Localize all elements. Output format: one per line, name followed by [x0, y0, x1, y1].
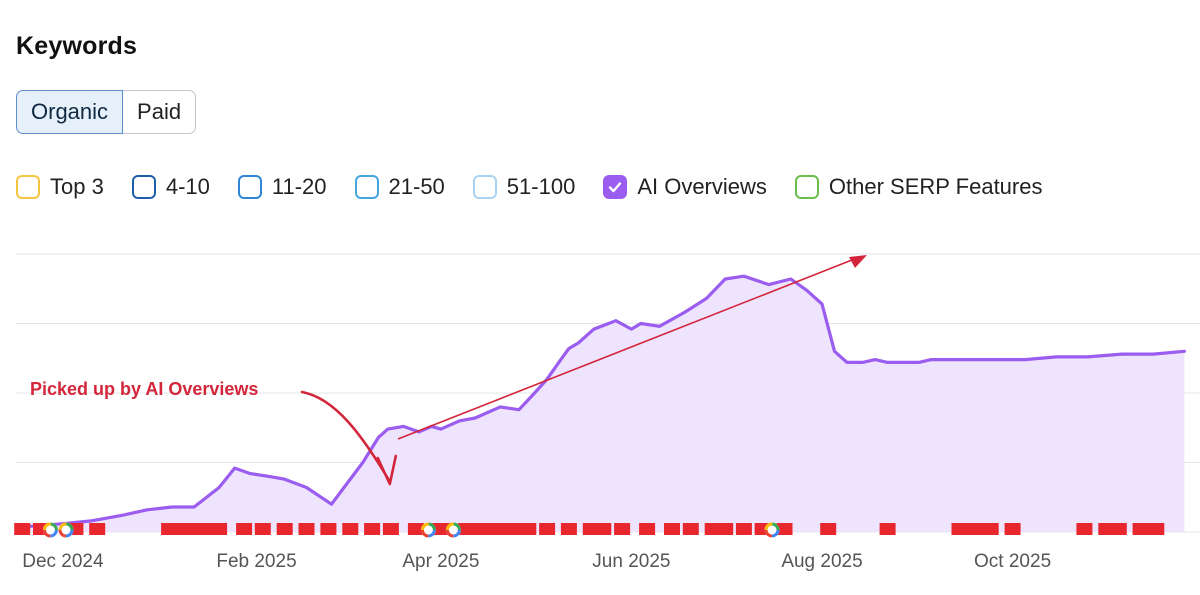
legend-label: Other SERP Features	[828, 174, 1043, 199]
organic-tab[interactable]: Organic	[16, 90, 124, 134]
checkbox-icon	[354, 175, 379, 199]
checkbox-icon	[472, 175, 497, 199]
legend-11-20[interactable]: 11-20	[237, 174, 327, 200]
flag-icon	[382, 523, 399, 535]
organic-paid-toggle: Organic Paid	[16, 90, 197, 134]
annotation-label: Picked up by AI Overviews	[30, 379, 258, 399]
x-tick-label: Jun 2025	[592, 551, 670, 572]
flag-icon	[539, 523, 556, 535]
flag-icon	[173, 523, 190, 535]
flag-icon	[776, 523, 793, 535]
legend-label: 4-10	[165, 174, 210, 199]
flag-icon	[320, 523, 337, 535]
flag-icon	[342, 523, 359, 535]
series-line	[26, 274, 1186, 528]
flag-icon	[1076, 523, 1093, 535]
flag-icon	[186, 523, 203, 535]
checkbox-checked-icon	[603, 175, 628, 199]
flag-icon	[211, 523, 228, 535]
flag-icon	[967, 523, 984, 535]
google-icon	[58, 522, 74, 538]
checkbox-icon	[16, 175, 40, 199]
flag-icon	[364, 523, 381, 535]
series-area	[28, 276, 1185, 532]
legend-top3[interactable]: Top 3	[16, 174, 104, 200]
chart-legend: Top 3 4-10 11-20 21-50 51-100 AI Overvie…	[16, 172, 1070, 202]
flag-icon	[582, 523, 599, 535]
flag-icon	[682, 523, 699, 535]
checkbox-icon	[237, 175, 262, 199]
flag-icon	[639, 523, 656, 535]
x-tick-label: Oct 2025	[974, 551, 1051, 572]
flag-icon	[236, 523, 253, 535]
x-tick-label: Feb 2025	[216, 551, 296, 572]
flag-icon	[664, 523, 680, 535]
flag-icon	[1098, 523, 1115, 535]
legend-other-serp-features[interactable]: Other SERP Features	[794, 174, 1043, 200]
legend-label: Top 3	[50, 174, 104, 199]
legend-label: 21-50	[388, 174, 445, 199]
flag-icon	[492, 523, 509, 535]
flag-icon	[470, 523, 487, 535]
google-icon	[42, 522, 58, 538]
flag-icon	[1110, 523, 1127, 535]
flag-icon	[1132, 523, 1149, 535]
flag-icon	[457, 523, 474, 535]
flag-icon	[560, 523, 577, 535]
x-tick-label: Aug 2025	[781, 551, 862, 572]
flag-icon	[520, 523, 537, 535]
flag-icon	[161, 523, 178, 535]
flag-icon	[504, 523, 521, 535]
flag-icon	[14, 523, 31, 535]
flag-icon	[407, 523, 424, 535]
trend-arrowhead	[849, 255, 867, 268]
flag-icon	[1148, 523, 1165, 535]
flag-icon	[614, 523, 631, 535]
legend-21-50[interactable]: 21-50	[354, 174, 445, 200]
legend-ai-overviews[interactable]: AI Overviews	[603, 174, 767, 200]
page-title: Keywords	[16, 32, 138, 60]
legend-label: 11-20	[271, 174, 327, 199]
flag-icon	[951, 523, 968, 535]
google-icon	[445, 522, 461, 538]
flag-icon	[982, 523, 999, 535]
flag-icon	[595, 523, 612, 535]
flag-icon	[198, 523, 215, 535]
checkbox-icon	[794, 175, 819, 199]
annotation-arrowhead	[376, 454, 398, 486]
flag-icon	[735, 523, 752, 535]
x-tick-label: Dec 2024	[22, 551, 104, 572]
checkbox-icon	[131, 175, 156, 199]
legend-label: AI Overviews	[637, 174, 767, 199]
flag-icon	[298, 523, 315, 535]
flag-icon	[879, 523, 896, 535]
flag-icon	[820, 523, 837, 535]
legend-label: 51-100	[506, 174, 576, 199]
legend-51-100[interactable]: 51-100	[472, 174, 576, 200]
keywords-chart: Dec 2024 Feb 2025 Apr 2025 Jun 2025 Aug 2025…	[14, 253, 1200, 572]
flag-icon	[89, 523, 106, 535]
flag-icon	[704, 523, 721, 535]
trend-arrow	[397, 257, 858, 440]
x-tick-label: Apr 2025	[402, 551, 479, 572]
flag-icon	[254, 523, 271, 535]
google-icon	[764, 522, 780, 538]
flag-icon	[276, 523, 293, 535]
legend-4-10[interactable]: 4-10	[131, 174, 210, 200]
flag-icon	[1004, 523, 1021, 535]
google-icon	[420, 522, 436, 538]
paid-tab[interactable]: Paid	[123, 90, 197, 134]
flag-icon	[717, 523, 734, 535]
